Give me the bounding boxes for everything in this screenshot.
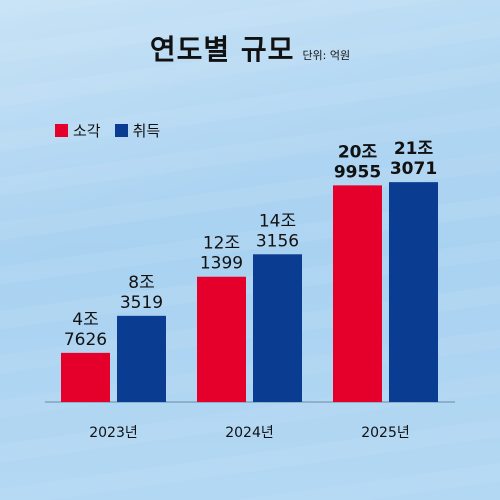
- legend: 소각 취득: [55, 120, 160, 141]
- x-tick-label-0: 2023년: [89, 425, 138, 441]
- value-label-1-1-line1: 14조: [259, 211, 296, 231]
- bar-0-0: [61, 352, 110, 402]
- legend-item-0: 소각: [55, 120, 101, 141]
- unit-label: 단위: 억원: [302, 49, 351, 62]
- value-label-1-0-line2: 3519: [120, 293, 163, 313]
- x-tick-label-2: 2025년: [361, 425, 410, 441]
- value-label-0-1-line2: 1399: [200, 254, 243, 274]
- value-label-0-2-line2: 9955: [334, 162, 381, 182]
- bar-1-1: [253, 254, 302, 402]
- chart-title-text: 연도별 규모: [149, 33, 295, 66]
- value-label-0-0-line2: 7626: [64, 330, 107, 350]
- value-label-1-2-line1: 21조: [394, 139, 434, 159]
- value-label-0-1-line1: 12조: [203, 234, 240, 254]
- legend-item-1: 취득: [114, 120, 161, 141]
- bar-0-2: [333, 185, 382, 402]
- bar-1-0: [117, 315, 166, 402]
- value-label-0-0-line1: 4조: [72, 310, 98, 330]
- bar-0-1: [197, 276, 246, 402]
- x-tick-label-1: 2024년: [225, 425, 274, 441]
- legend-label-0: 소각: [73, 122, 101, 140]
- legend-swatch-0: [55, 124, 68, 137]
- chart-title: 연도별 규모 단위: 억원: [0, 28, 500, 68]
- value-label-1-1-line2: 3156: [256, 231, 299, 251]
- value-label-1-0-line1: 8조: [128, 273, 154, 293]
- legend-swatch-1: [114, 124, 128, 137]
- value-label-1-2-line2: 3071: [390, 159, 437, 179]
- value-label-0-2-line1: 20조: [338, 142, 378, 162]
- legend-label-1: 취득: [132, 122, 161, 140]
- bar-1-2: [389, 182, 438, 402]
